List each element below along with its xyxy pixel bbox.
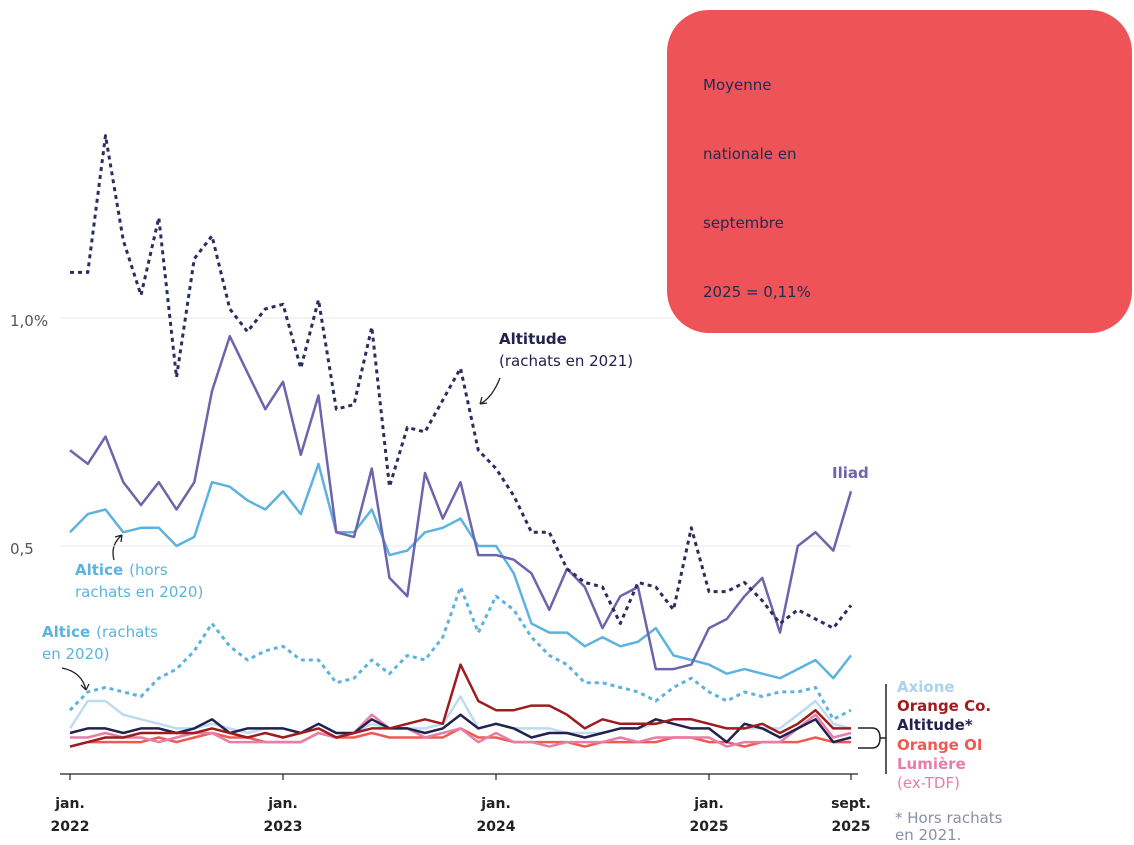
series-name: Axione — [897, 678, 955, 696]
arrow — [112, 534, 123, 561]
y-tick-label: 0,5 — [10, 540, 34, 558]
x-tick-label-line: 2025 — [832, 819, 871, 835]
legend-label: Orange OI — [897, 736, 982, 754]
series-note: (hors — [129, 561, 168, 579]
footnote: en 2021. — [895, 826, 961, 844]
series-name: Altitude* — [897, 716, 973, 734]
callout-text: 2025 = 0,11% — [703, 283, 811, 301]
series-note: (rachats en 2021) — [499, 352, 633, 370]
x-tick-label-line: sept. — [831, 796, 871, 812]
x-tick-label: jan. 2025 — [690, 796, 729, 835]
arrow — [61, 667, 90, 691]
legend-brace — [858, 727, 886, 749]
x-tick-label: jan. 2023 — [264, 796, 303, 835]
callout-text: septembre — [703, 214, 784, 232]
callout-text: nationale en — [703, 145, 797, 163]
legend-label: Axione — [897, 678, 955, 696]
x-tick-label-line: jan. — [693, 796, 724, 812]
series-label: Altice (rachats en 2020) — [42, 623, 158, 663]
series-line — [69, 663, 851, 748]
callout-text: Moyenne — [703, 76, 771, 94]
x-tick-label-line: jan. — [267, 796, 298, 812]
series-label: Altitude (rachats en 2021) — [499, 330, 633, 370]
x-tick-label-line: 2022 — [51, 819, 90, 835]
arrow — [479, 377, 501, 405]
x-tick-label: jan. 2022 — [51, 796, 90, 835]
x-tick-label-line: jan. — [54, 796, 85, 812]
x-tick-label-line: 2023 — [264, 819, 303, 835]
series-name: Altice — [42, 623, 90, 641]
legend-label: Orange Co. — [897, 697, 991, 715]
series-line — [70, 713, 852, 748]
series-line — [69, 713, 852, 744]
x-tick-label: sept. 2025 — [831, 796, 871, 835]
series-label: Altice (hors rachats en 2020) — [75, 561, 203, 601]
callout: Moyenne nationale en septembre 2025 = 0,11% — [703, 76, 811, 301]
x-tick-label-line: 2024 — [477, 819, 516, 835]
series-note: en 2020) — [42, 645, 110, 663]
footnote: * Hors rachats — [895, 809, 1003, 827]
series-line — [68, 585, 852, 721]
series-line — [69, 462, 852, 680]
series-name: Iliad — [832, 464, 869, 482]
legend-label: Altitude* — [897, 716, 973, 734]
series-name: Altice — [75, 561, 123, 579]
series-name: Lumière — [897, 755, 966, 773]
series-label: Iliad — [832, 464, 869, 482]
x-tick-label: jan. 2024 — [477, 796, 516, 835]
y-tick-label: 1,0% — [10, 312, 48, 330]
series-note: rachats en 2020) — [75, 583, 203, 601]
series-note: (rachats — [96, 623, 158, 641]
series-name: Orange Co. — [897, 697, 991, 715]
x-tick-label-line: 2025 — [690, 819, 729, 835]
series-name: Orange OI — [897, 736, 982, 754]
series-line — [69, 334, 853, 671]
callout-box — [667, 10, 1132, 333]
series-name: Altitude — [499, 330, 567, 348]
legend-label: Lumière (ex-TDF) — [897, 755, 966, 792]
series-note: (ex-TDF) — [897, 774, 960, 792]
series-line — [70, 134, 853, 630]
x-tick-label-line: jan. — [480, 796, 511, 812]
